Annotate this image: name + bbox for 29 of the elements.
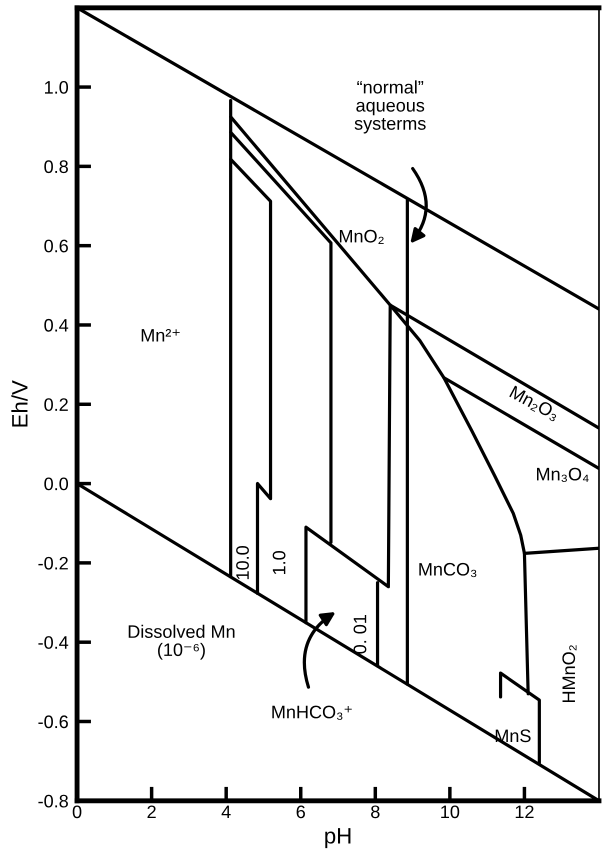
annotation: MnHCO₃⁺ [272,706,352,720]
y-tick-label: 0.4 [44,318,68,332]
annotation: MnO₂ [340,230,384,244]
annotation: HMnO₂ [562,645,576,702]
x-tick-label: 4 [222,806,231,818]
y-tick-label: -0.2 [38,556,68,570]
annotation: 10.0 [236,546,249,580]
x-tick-label: 2 [148,805,156,818]
x-tick-label: 6 [296,805,305,818]
y-tick-label: -0.4 [38,636,68,649]
y-tick-label: 0.0 [44,478,68,490]
annotation: “normal” aqueous systerms [354,80,426,134]
annotation: 1.0 [272,551,286,574]
y-tick-label: 1.0 [45,80,68,94]
y-tick-label: 0.2 [44,398,68,411]
y-axis-title: Eh/V [11,380,28,427]
y-tick-label: -0.6 [38,715,68,728]
x-tick-label: 10 [441,805,460,818]
x-tick-label: 12 [516,805,534,818]
annotation: Dissolved Mn (10⁻⁶) [128,624,234,660]
annotation: MnCO₃ [419,562,476,578]
x-tick-label: 0 [72,805,82,818]
x-axis-title: pH [325,828,350,848]
x-tick-label: 8 [371,805,380,818]
y-tick-label: 0.6 [44,240,68,252]
y-tick-label: 0.8 [44,160,68,174]
annotation: Mn₃O₄ [537,468,589,482]
y-tick-label: -0.8 [38,794,68,808]
annotation: Mn²⁺ [142,329,180,342]
